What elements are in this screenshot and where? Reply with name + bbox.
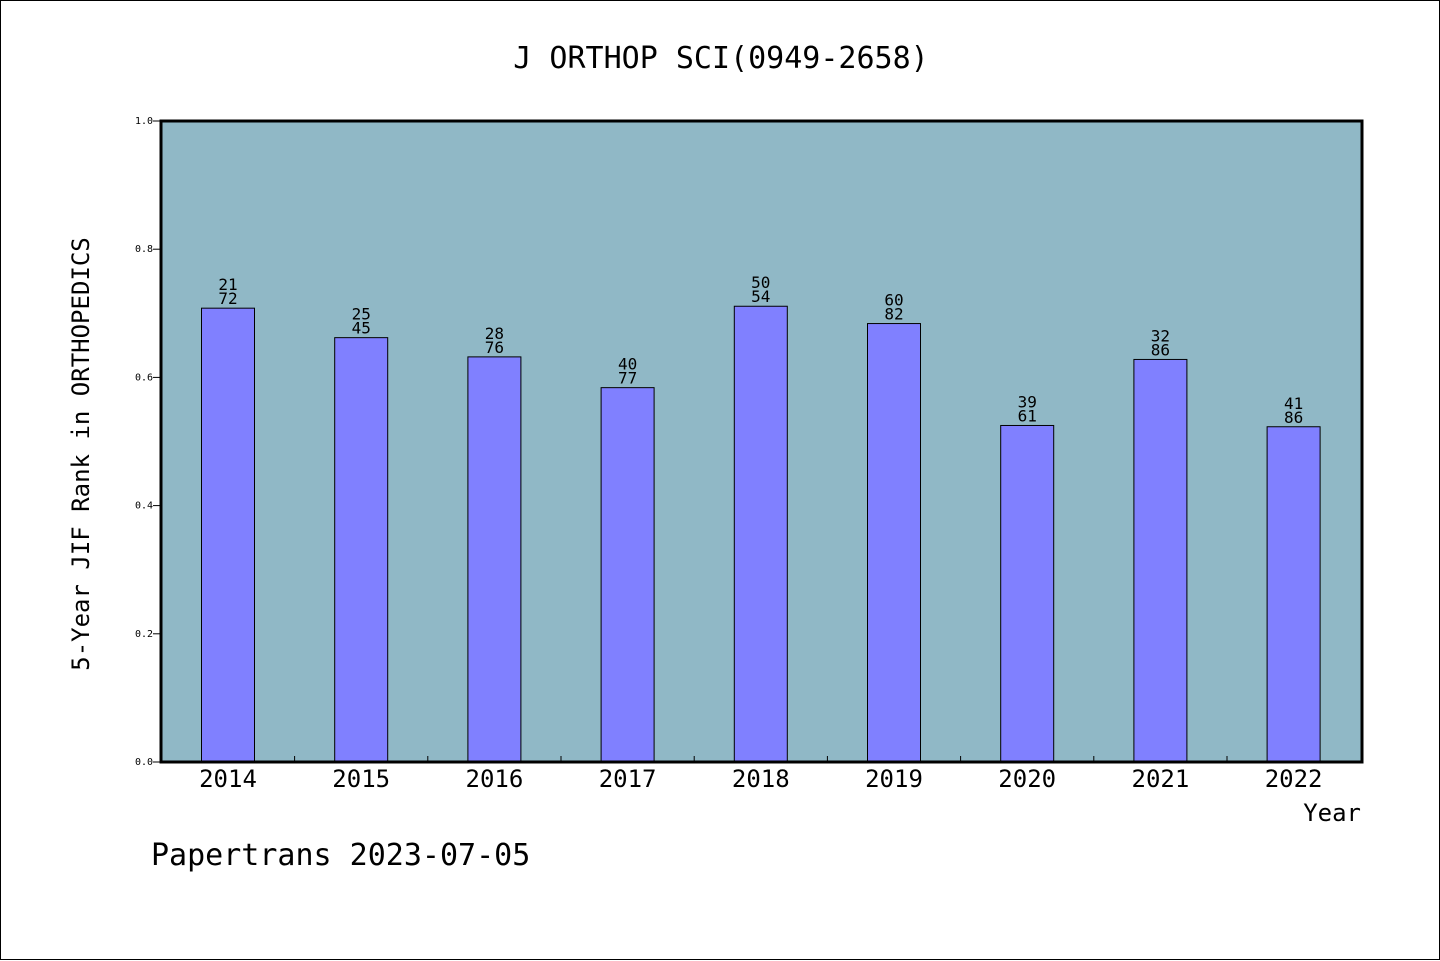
y-tick-label: 0.2 <box>135 629 153 640</box>
x-tick-label: 2017 <box>599 765 657 793</box>
bar-rank-label: 21 <box>218 275 237 294</box>
bar-rank-label: 40 <box>618 355 637 374</box>
y-axis-ticks: 0.0 0.2 0.4 0.6 0.8 1.0 <box>135 116 161 768</box>
x-tick-label: 2022 <box>1265 765 1323 793</box>
bar-rank-label: 41 <box>1284 394 1303 413</box>
y-tick-label: 0.4 <box>135 501 153 512</box>
bar-2014 <box>201 307 255 763</box>
bar-2020 <box>1000 424 1055 763</box>
bar-2015 <box>334 337 389 763</box>
bar-2017 <box>600 387 655 763</box>
bar-rank-label: 60 <box>884 291 903 310</box>
x-tick-label: 2021 <box>1132 765 1190 793</box>
y-tick-label: 1.0 <box>135 116 153 127</box>
x-tick-label: 2020 <box>998 765 1056 793</box>
bar-total-label: 61 <box>1018 406 1037 425</box>
bar-total-label: 45 <box>352 319 371 338</box>
y-tick-label: 0.0 <box>135 757 153 768</box>
footer-text: Papertrans 2023-07-05 <box>151 838 530 873</box>
bar-total-label: 72 <box>218 289 237 308</box>
plot-border <box>159 119 1364 764</box>
y-axis-label: 5-Year JIF Rank in ORTHOPEDICS <box>67 237 95 670</box>
x-tick-label: 2018 <box>732 765 790 793</box>
x-tick-label: 2019 <box>865 765 923 793</box>
bar-rank-label: 28 <box>485 324 504 343</box>
bar-rank-label: 39 <box>1018 392 1037 411</box>
bar-total-label: 77 <box>618 369 637 388</box>
bar-2019 <box>867 323 921 763</box>
x-axis-label: Year <box>1303 799 1361 827</box>
chart-title: J ORTHOP SCI(0949-2658) <box>513 41 928 76</box>
x-tick-label: 2016 <box>466 765 524 793</box>
bar-total-label: 82 <box>884 305 903 324</box>
bar-2021 <box>1133 358 1188 763</box>
bar-total-label: 54 <box>751 287 770 306</box>
bar-2016 <box>467 356 522 763</box>
bar-2022 <box>1266 426 1321 763</box>
bar-total-label: 86 <box>1151 340 1170 359</box>
bar-total-label: 76 <box>485 338 504 357</box>
bar-rank-label: 50 <box>751 273 770 292</box>
y-tick-label: 0.6 <box>135 372 153 383</box>
x-tick-label: 2014 <box>199 765 257 793</box>
bar-total-label: 86 <box>1284 408 1303 427</box>
x-tick-label: 2015 <box>332 765 390 793</box>
bar-rank-label: 25 <box>352 305 371 324</box>
bar-rank-label: 32 <box>1151 326 1170 345</box>
bar-series <box>201 305 1321 763</box>
y-tick-label: 0.8 <box>135 244 153 255</box>
bar-2018 <box>733 305 788 763</box>
x-axis-ticks: 2014 2015 2016 2017 2018 2019 2020 2021 2022 <box>199 756 1322 793</box>
